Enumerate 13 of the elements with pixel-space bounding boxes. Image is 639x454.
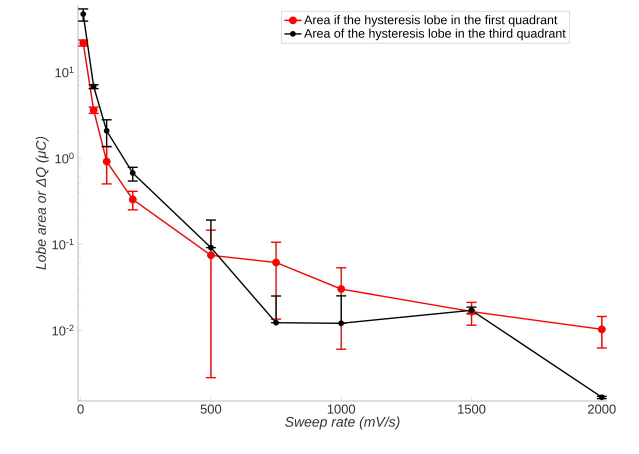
- x-axis-title: Sweep rate (mV/s): [285, 416, 400, 430]
- y-tick-label: 10$^{-2}$: [52, 324, 74, 336]
- y-tick-label: 10$^{0}$: [56, 152, 74, 164]
- x-tick-label: 0: [78, 404, 84, 414]
- x-tick-label: 500: [200, 404, 222, 414]
- x-tick-label: 1000: [328, 404, 356, 414]
- y-tick-label: 10$^{-1}$: [52, 238, 74, 250]
- legend-label: Area of the hysteresis lobe in the third quadrant: [304, 28, 566, 40]
- y-tick-label: 10$^{1}$: [56, 66, 74, 78]
- x-tick-label: 1500: [458, 404, 486, 414]
- legend-label: Area if the hysteresis lobe in the first quadrant: [304, 15, 558, 27]
- x-tick-label: 2000: [588, 404, 616, 414]
- y-axis-title: Lobe area or ΔQ (μC): [36, 136, 49, 270]
